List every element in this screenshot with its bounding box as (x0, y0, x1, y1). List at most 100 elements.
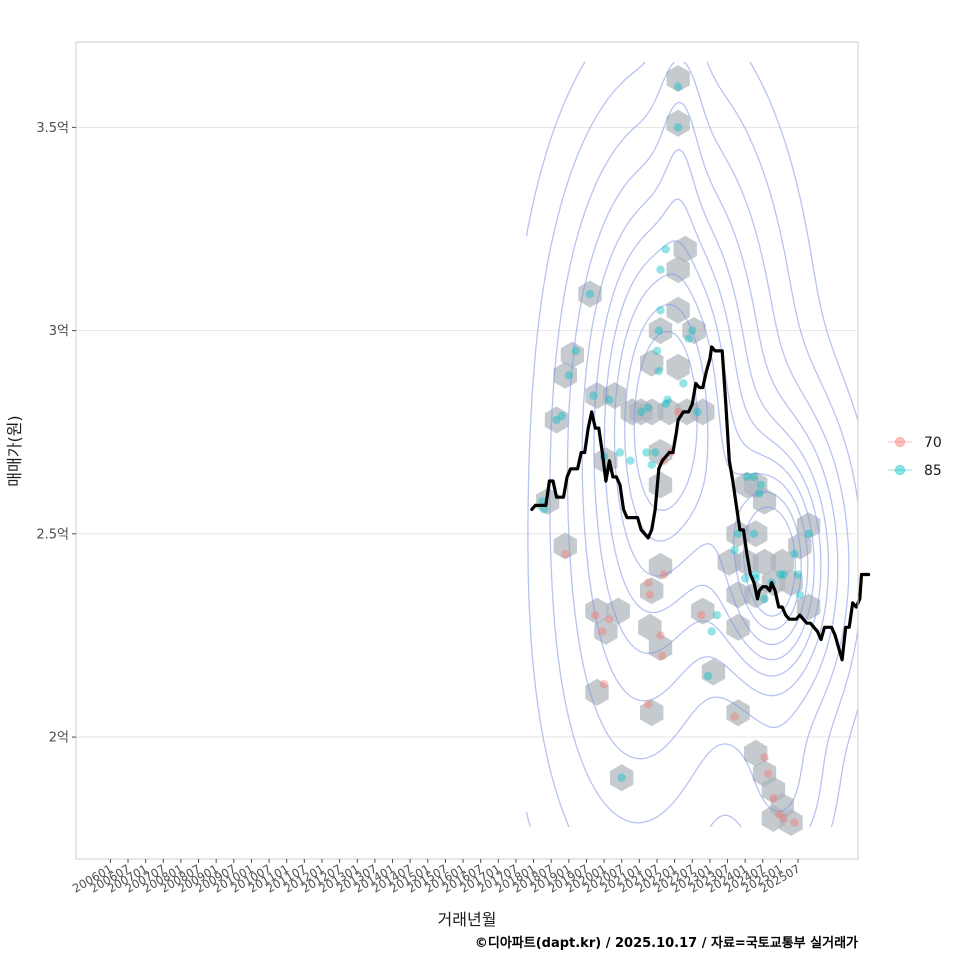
hexbin-cell (666, 353, 690, 381)
hexbin-cell (603, 382, 627, 410)
scatter-point-85 (776, 570, 785, 579)
hexbin-cell (553, 532, 577, 560)
hexbin-cell (666, 65, 690, 93)
hexbin-cell (648, 471, 673, 499)
scatter-point-85 (703, 671, 713, 681)
scatter-point-85 (688, 326, 697, 335)
y-tick-label: 3억 (49, 324, 69, 339)
scatter-point-85 (644, 403, 653, 412)
scatter-point-85 (585, 289, 595, 299)
scatter-point-85 (605, 395, 614, 404)
density-contour-line (525, 61, 858, 828)
hexbin-cell (726, 699, 750, 727)
scatter-point-85 (741, 574, 750, 583)
scatter-point-70 (644, 578, 653, 587)
scatter-point-85 (755, 489, 764, 498)
hexbin-cell (779, 808, 803, 836)
scatter-point-85 (656, 265, 665, 274)
scatter-point-85 (589, 391, 598, 400)
hexbin-cell (691, 597, 715, 625)
scatter-point-85 (663, 395, 672, 404)
scatter-point-85 (751, 570, 760, 579)
scatter-point-85 (730, 545, 739, 555)
scatter-point-70 (696, 610, 706, 620)
scatter-point-70 (659, 570, 669, 579)
density-contour-line (581, 148, 830, 702)
hexbin-cell (585, 597, 609, 625)
hexbin-cell (640, 699, 664, 727)
scatter-point-70 (658, 651, 667, 660)
hexbin-cell (640, 349, 664, 377)
scatter-point-70 (779, 814, 789, 823)
hexbin-cell (585, 678, 609, 706)
scatter-point-85 (642, 448, 651, 457)
scatter-point-85 (760, 594, 769, 604)
hexbin-cell (744, 520, 768, 548)
scatter-point-85 (749, 472, 759, 482)
trend-line-layer (530, 345, 871, 662)
scatter-point-85 (538, 497, 547, 506)
hexbin-cell (585, 382, 609, 410)
scatter-point-85 (673, 82, 683, 91)
scatter-point-85 (693, 407, 702, 417)
scatter-points (538, 82, 813, 827)
y-tick-label: 2억 (49, 731, 69, 746)
hexbin-cell (779, 569, 803, 597)
scatter-point-70 (774, 810, 783, 819)
x-axis: 2006012006072007012007072008012008072009… (70, 859, 803, 896)
scatter-point-85 (615, 448, 625, 457)
hexbin-cell (666, 296, 690, 324)
scatter-point-85 (804, 529, 813, 538)
hexbin-cell (648, 634, 673, 662)
scatter-point-85 (552, 415, 561, 425)
scatter-point-85 (742, 472, 752, 482)
scatter-point-85 (571, 346, 581, 356)
scatter-point-70 (645, 590, 655, 599)
legend: 70 85 (888, 435, 942, 479)
scatter-point-70 (656, 631, 665, 640)
scatter-point-85 (654, 367, 663, 376)
hexbin-cell (638, 613, 662, 641)
scatter-point-70 (591, 610, 600, 620)
scatter-point-70 (561, 549, 570, 559)
hexbin-cell (796, 512, 821, 540)
scatter-point-85 (626, 456, 635, 465)
hexbin-cell (726, 581, 750, 609)
scatter-point-85 (795, 590, 804, 599)
scatter-point-85 (673, 123, 683, 132)
legend-key-70-marker (894, 436, 906, 448)
hexbin-cell (610, 764, 634, 792)
hexbin-cell (796, 593, 821, 621)
density-contour-line (593, 198, 822, 677)
scatter-point-70 (760, 753, 769, 762)
scatter-point-70 (598, 627, 607, 636)
x-axis-title: 거래년월 (438, 910, 497, 929)
scatter-point-85 (636, 407, 646, 417)
scatter-point-85 (617, 773, 626, 782)
hexbin-cell (648, 552, 673, 580)
hexbin-cell (648, 439, 673, 466)
scatter-point-85 (793, 570, 803, 579)
scatter-point-85 (749, 529, 759, 538)
density-contour-line (603, 240, 815, 661)
scatter-point-85 (712, 610, 722, 620)
scatter-point-70 (730, 712, 739, 721)
scatter-point-70 (763, 769, 773, 778)
plot-panel (76, 42, 858, 859)
scatter-point-85 (654, 326, 663, 335)
hexbin-cell (640, 577, 664, 605)
scatter-point-85 (684, 334, 693, 343)
legend-label-85: 85 (924, 463, 942, 479)
hexbin-cell (701, 658, 726, 686)
plot-panel-border (75, 41, 859, 860)
scatter-point-85 (661, 245, 670, 254)
scatter-point-85 (656, 306, 665, 315)
y-axis-title: 매매가(원) (5, 415, 24, 486)
scatter-point-85 (557, 411, 566, 421)
scatter-point-85 (647, 460, 656, 469)
y-axis: 2억 2.5억 3억 3.5억 (36, 121, 76, 746)
hexbin-cell (666, 256, 690, 284)
caption: ©디아파트(dapt.kr) / 2025.10.17 / 자료=국토교통부 실… (475, 935, 858, 951)
